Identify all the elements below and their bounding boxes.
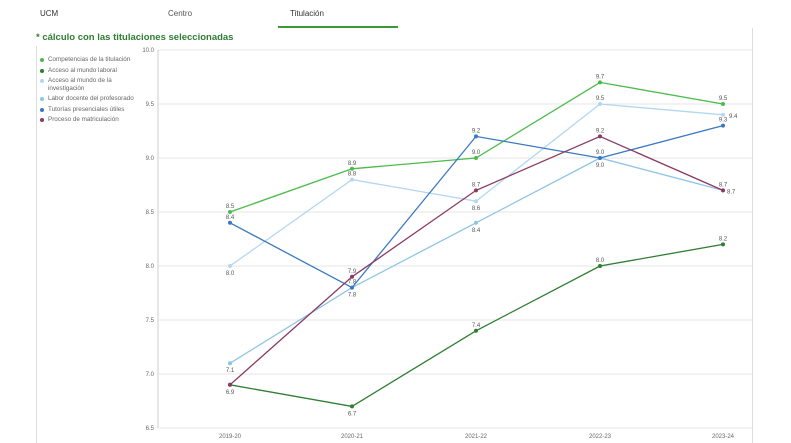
legend-item[interactable]: Acceso al mundo laboral	[38, 67, 142, 75]
frame-divider-right	[752, 28, 753, 443]
legend-item[interactable]: Competencias de la titulación	[38, 56, 142, 64]
data-label: 8.9	[348, 161, 357, 167]
data-point	[721, 188, 725, 193]
data-label: 9.2	[596, 128, 605, 134]
data-label: 8.7	[472, 182, 481, 188]
data-point	[350, 285, 354, 290]
data-label: 6.9	[226, 390, 235, 396]
legend-label: Competencias de la titulación	[48, 56, 131, 63]
y-tick-label: 8.5	[146, 210, 155, 216]
data-label: 7.1	[226, 368, 235, 374]
data-point	[474, 188, 478, 193]
data-point	[228, 382, 232, 387]
y-tick-label: 9.0	[146, 156, 155, 162]
y-tick-label: 10.0	[142, 48, 154, 54]
data-point	[474, 156, 478, 160]
data-point	[598, 134, 602, 139]
data-label: 7.9	[348, 269, 357, 275]
data-point	[598, 102, 602, 106]
legend-item[interactable]: Proceso de matriculación	[38, 116, 142, 124]
legend-swatch	[40, 58, 44, 62]
data-label: 9.0	[472, 150, 481, 156]
legend-label: Proceso de matriculación	[48, 116, 119, 123]
data-point	[721, 123, 725, 128]
tab-ucm[interactable]: UCM	[40, 9, 59, 18]
data-label: 9.4	[729, 114, 738, 120]
x-tick-label: 2019-20	[219, 434, 242, 440]
data-point	[721, 102, 725, 106]
data-label: 8.8	[348, 172, 357, 178]
data-point	[474, 220, 478, 225]
data-point	[228, 264, 232, 268]
data-label: 9.3	[719, 118, 728, 124]
series-line	[229, 81, 724, 213]
selection-note: * cálculo con las titulaciones seleccion…	[36, 32, 234, 43]
data-label: 9.7	[596, 74, 605, 80]
legend-item[interactable]: Labor docente del profesorado	[38, 95, 142, 103]
legend-label: Labor docente del profesorado	[48, 95, 134, 102]
data-label: 7.8	[348, 293, 357, 299]
data-point	[598, 80, 602, 85]
data-label: 7.4	[472, 323, 481, 329]
x-tick-label: 2021-22	[465, 434, 488, 440]
data-point	[598, 264, 602, 268]
legend-label: Acceso al mundo de la investigación	[48, 77, 112, 92]
tab-centro[interactable]: Centro	[168, 9, 193, 18]
legend-swatch	[40, 79, 44, 83]
data-point	[350, 177, 354, 182]
data-label: 6.7	[348, 411, 357, 417]
x-tick-label: 2023-24	[712, 434, 735, 440]
data-label: 9.0	[596, 150, 605, 156]
legend-swatch	[40, 68, 44, 73]
data-label: 9.0	[596, 163, 605, 169]
tab-bar: UCM Centro Titulación	[0, 0, 791, 30]
data-label: 9.2	[472, 128, 481, 134]
data-label: 8.6	[472, 206, 481, 212]
data-label: 9.5	[596, 96, 605, 102]
x-tick-label: 2022-23	[589, 434, 612, 440]
data-label: 8.7	[727, 189, 736, 195]
data-label: 8.0	[226, 271, 235, 277]
data-point	[350, 404, 354, 409]
data-label: 8.0	[596, 258, 605, 264]
legend-swatch	[40, 118, 44, 122]
x-tick-label: 2020-21	[341, 434, 364, 440]
data-point	[228, 210, 232, 214]
data-label: 9.5	[719, 96, 728, 102]
data-point	[721, 112, 725, 117]
legend-label: Tutorías presenciales útiles	[48, 105, 125, 113]
tab-titulacion[interactable]: Titulación	[290, 9, 324, 18]
chart-legend: Competencias de la titulación Acceso al m…	[38, 56, 142, 127]
legend-swatch	[40, 107, 44, 112]
data-label: 8.4	[226, 215, 235, 221]
y-tick-label: 7.5	[146, 318, 155, 324]
series-line	[229, 135, 724, 386]
data-point	[350, 166, 354, 171]
data-point	[721, 242, 725, 247]
data-label: 8.4	[472, 228, 481, 234]
y-tick-label: 8.0	[146, 264, 155, 270]
legend-item[interactable]: Acceso al mundo de la investigación	[38, 77, 142, 92]
data-label: 8.5	[226, 204, 235, 210]
active-tab-indicator	[278, 26, 398, 28]
data-label: 8.7	[719, 182, 728, 188]
frame-divider-left	[36, 46, 37, 443]
legend-item[interactable]: Tutorías presenciales útiles	[38, 106, 142, 114]
legend-swatch	[40, 97, 44, 101]
data-point	[598, 156, 602, 160]
data-point	[474, 199, 478, 204]
data-point	[474, 134, 478, 139]
legend-label: Acceso al mundo laboral	[48, 66, 117, 74]
data-label: 8.2	[719, 236, 728, 242]
data-point	[228, 220, 232, 225]
data-label: 7.8	[348, 280, 357, 286]
data-point	[474, 328, 478, 333]
y-tick-label: 7.0	[146, 372, 155, 378]
data-point	[350, 274, 354, 279]
data-point	[228, 361, 232, 366]
y-tick-label: 9.5	[146, 102, 155, 108]
y-tick-label: 6.5	[146, 426, 155, 432]
